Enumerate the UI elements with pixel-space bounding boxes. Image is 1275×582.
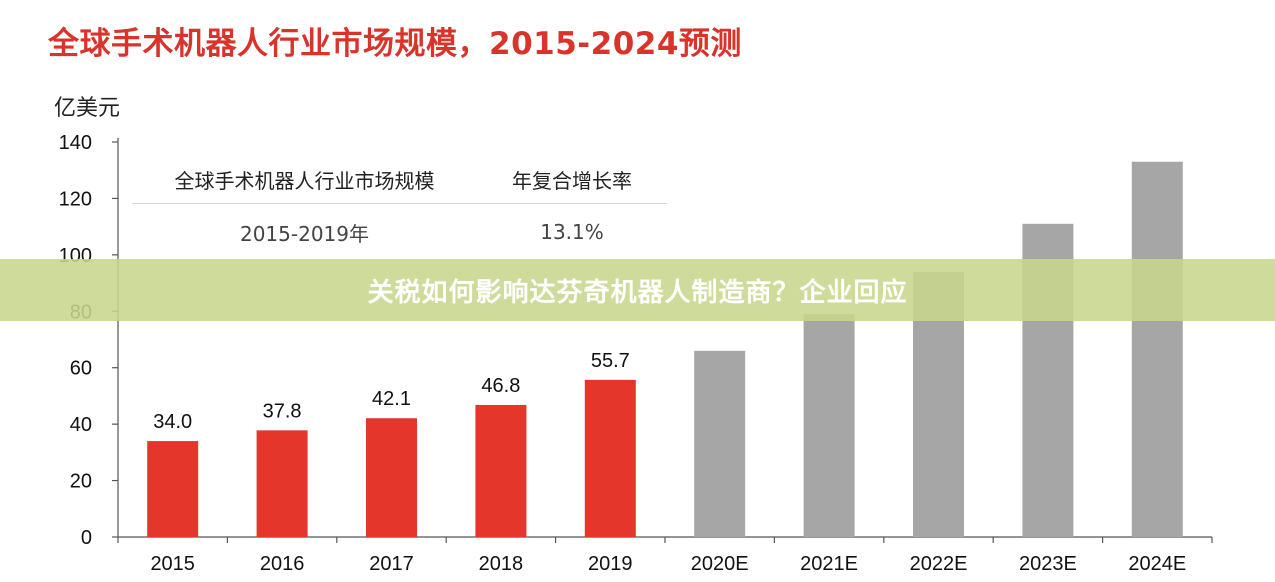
headline-banner-text[interactable]: 关税如何影响达芬奇机器人制造商？企业回应 xyxy=(367,277,908,308)
data-label: 55.7 xyxy=(591,350,630,372)
bar-2015 xyxy=(147,441,199,537)
chart-title: 全球手术机器人行业市场规模，2015-2024预测 xyxy=(48,26,742,62)
bar-2020E xyxy=(694,350,746,537)
y-tick-label: 0 xyxy=(81,527,92,549)
cagr-table-header: 全球手术机器人行业市场规模 年复合增长率 xyxy=(132,155,667,204)
x-tick-label: 2015 xyxy=(150,553,195,575)
bar-2017 xyxy=(366,418,417,537)
x-tick-label: 2017 xyxy=(369,553,414,575)
x-tick-label: 2020E xyxy=(691,553,749,575)
x-tick-label: 2019 xyxy=(588,553,633,575)
table-header-market-size: 全球手术机器人行业市场规模 xyxy=(174,168,435,193)
y-tick-label: 60 xyxy=(70,358,92,380)
table-cell-period: 2015-2019年 xyxy=(239,221,369,246)
x-tick-label: 2023E xyxy=(1019,553,1077,575)
data-label: 42.1 xyxy=(372,388,411,410)
x-tick-label: 2024E xyxy=(1128,553,1186,575)
bar-2024E xyxy=(1131,161,1183,537)
data-label: 34.0 xyxy=(153,411,192,433)
table-header-cagr: 年复合增长率 xyxy=(512,168,632,193)
bar-2018 xyxy=(475,404,527,537)
table-cell-cagr-value: 13.1% xyxy=(540,220,604,244)
cagr-table: 全球手术机器人行业市场规模 年复合增长率 2015-2019年 13.1% xyxy=(132,155,667,260)
y-axis-unit-label: 亿美元 xyxy=(54,96,121,121)
cagr-table-row: 2015-2019年 13.1% xyxy=(132,204,667,260)
data-label: 46.8 xyxy=(481,375,520,397)
x-tick-label: 2016 xyxy=(260,553,305,575)
bar-2019 xyxy=(584,379,636,537)
x-tick-label: 2021E xyxy=(800,553,858,575)
y-tick-label: 120 xyxy=(59,188,92,210)
y-tick-label: 20 xyxy=(70,471,92,493)
bar-2016 xyxy=(256,430,308,537)
headline-banner[interactable]: 关税如何影响达芬奇机器人制造商？企业回应 xyxy=(0,259,1275,321)
y-tick-label: 140 xyxy=(59,132,92,154)
bar-2021E xyxy=(803,314,855,537)
data-label: 37.8 xyxy=(263,400,302,422)
y-tick-label: 40 xyxy=(70,414,92,436)
x-tick-label: 2022E xyxy=(910,553,968,575)
x-tick-label: 2018 xyxy=(479,553,524,575)
